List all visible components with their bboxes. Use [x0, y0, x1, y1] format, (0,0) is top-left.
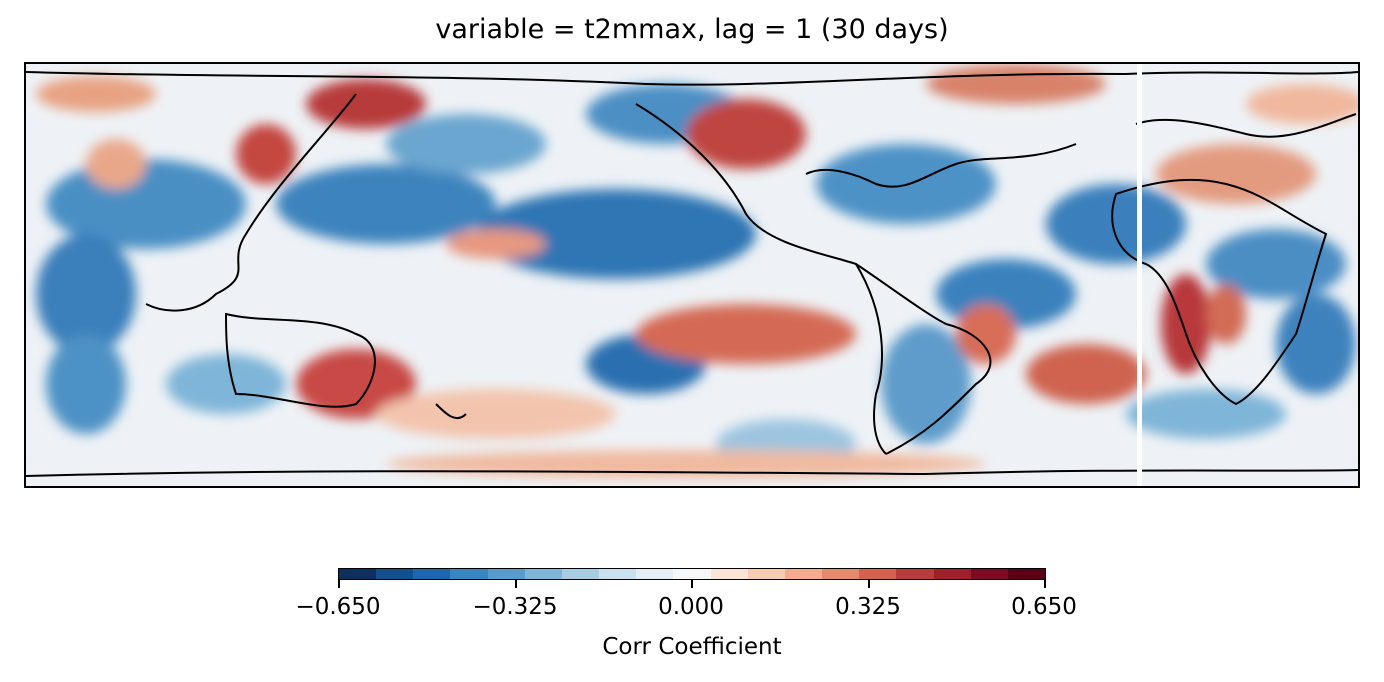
colorbar-tick: [691, 580, 693, 588]
colorbar-label: Corr Coefficient: [602, 634, 782, 660]
colorbar-segment: [859, 569, 897, 579]
map-panel: [24, 62, 1360, 488]
colorbar-segment: [970, 569, 1009, 579]
colorbar-segment: [822, 569, 860, 579]
colorbar-tick: [868, 580, 870, 588]
colorbar-segment: [524, 569, 563, 579]
correlation-map: [26, 64, 1358, 486]
colorbar-segment: [561, 569, 600, 579]
colorbar-tick: [1044, 580, 1046, 588]
colorbar-segment: [933, 569, 972, 579]
colorbar-segment: [636, 569, 674, 579]
coastlines: [26, 71, 1358, 477]
colorbar-tick-label: −0.650: [295, 594, 381, 620]
colorbar-tick: [515, 580, 517, 588]
colorbar-tick: [338, 580, 340, 588]
colorbar-tick-label: −0.325: [472, 594, 558, 620]
colorbar-segment: [599, 569, 637, 579]
colorbar-tick-label: 0.650: [1011, 594, 1077, 620]
colorbar-tick-label: 0.000: [658, 594, 724, 620]
colorbar-segment: [376, 569, 414, 579]
colorbar-segment: [896, 569, 934, 579]
colorbar-segment: [1007, 569, 1046, 579]
colorbar-segment: [339, 569, 377, 579]
colorbar-segment: [413, 569, 451, 579]
colorbar: [338, 568, 1046, 580]
colorbar-segment: [673, 569, 711, 579]
colorbar-segment: [710, 569, 749, 579]
colorbar-segment: [747, 569, 786, 579]
data-gap: [1137, 64, 1142, 486]
colorbar-segment: [784, 569, 823, 579]
colorbar-tick-label: 0.325: [835, 594, 901, 620]
plot-title: variable = t2mmax, lag = 1 (30 days): [435, 14, 949, 45]
colorbar-segment: [450, 569, 488, 579]
colorbar-segment: [487, 569, 526, 579]
